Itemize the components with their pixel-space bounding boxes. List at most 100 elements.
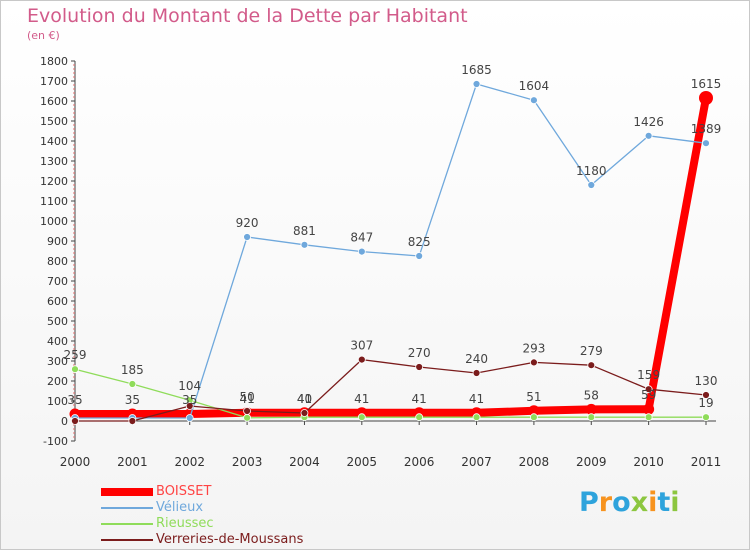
data-label-3: 270 (408, 346, 431, 360)
data-label-1: 920 (236, 216, 259, 230)
y-tick-label: 1400 (40, 135, 68, 148)
data-label-0: 35 (182, 393, 197, 407)
series-point-3 (644, 385, 653, 394)
data-label-0: 41 (469, 392, 484, 406)
legend-swatch (101, 507, 153, 509)
series-point-2 (71, 365, 79, 374)
x-tick-label: 2011 (691, 455, 722, 469)
data-label-2: 19 (698, 396, 713, 410)
data-label-3: 130 (695, 374, 718, 388)
y-tick-label: 1700 (40, 75, 68, 88)
series-point-2 (128, 380, 137, 388)
series-point-2 (702, 413, 710, 422)
data-label-0: 51 (526, 390, 541, 404)
y-tick-label: 1300 (40, 155, 68, 168)
series-point-1 (587, 181, 596, 189)
series-point-2 (357, 413, 366, 422)
x-tick-label: 2002 (174, 455, 205, 469)
legend-label: Vélieux (156, 500, 204, 515)
series-point-2 (472, 413, 481, 422)
data-label-0: 58 (584, 388, 599, 402)
y-tick-label: 0 (61, 415, 68, 428)
x-tick-label: 2006 (404, 455, 435, 469)
data-label-0: 41 (354, 392, 369, 406)
series-point-0 (528, 405, 540, 417)
data-label-0: 41 (412, 392, 427, 406)
series-point-3 (185, 402, 194, 410)
x-tick-label: 2000 (60, 455, 91, 469)
y-tick-label: 200 (47, 375, 68, 388)
series-point-3 (530, 358, 538, 367)
data-label-2: 104 (178, 379, 201, 393)
legend-swatch (101, 523, 153, 525)
series-point-3 (415, 363, 424, 371)
y-tick-label: -100 (43, 435, 68, 448)
series-point-1 (644, 131, 653, 140)
data-label-0: 35 (67, 393, 82, 407)
data-label-3: 307 (350, 339, 373, 353)
data-label-3: 159 (637, 368, 660, 382)
series-point-3 (128, 417, 137, 425)
data-label-0: 41 (239, 392, 254, 406)
data-label-2: 185 (121, 363, 144, 377)
x-tick-label: 2005 (347, 455, 378, 469)
y-tick-label: 1500 (40, 115, 68, 128)
y-tick-label: 1200 (40, 175, 68, 188)
logo-letter: t (657, 487, 671, 518)
y-tick-label: 1000 (40, 215, 68, 228)
series-point-1 (357, 247, 366, 256)
series-line-1 (74, 83, 707, 419)
data-label-3: 50 (239, 390, 254, 404)
series-line-2 (74, 368, 707, 419)
y-tick-label: 700 (47, 275, 68, 288)
data-label-0: 35 (125, 393, 140, 407)
series-point-3 (71, 417, 79, 425)
data-label-0: 1615 (691, 77, 722, 91)
y-tick-label: 500 (47, 315, 68, 328)
x-tick-label: 2001 (117, 455, 148, 469)
series-point-1 (185, 414, 194, 422)
x-tick-label: 2003 (232, 455, 263, 469)
data-label-0: 41 (297, 392, 312, 406)
logo-letter: o (612, 487, 631, 518)
data-label-1: 825 (408, 235, 431, 249)
series-point-1 (702, 139, 710, 148)
series-point-3 (472, 369, 481, 377)
logo-letter: i (670, 487, 680, 518)
series-point-1 (415, 252, 424, 260)
series-point-1 (243, 233, 251, 241)
series-line-3 (74, 358, 707, 422)
series-line-0 (71, 94, 710, 418)
y-tick-label: 1100 (40, 195, 68, 208)
logo-letter: r (598, 487, 613, 518)
data-label-0: 59 (641, 388, 656, 402)
y-tick-label: 400 (47, 335, 68, 348)
y-tick-label: 300 (47, 355, 68, 368)
x-tick-label: 2009 (576, 455, 607, 469)
logo-letter: i (648, 487, 658, 518)
series-point-1 (300, 240, 309, 249)
proxiti-logo: Proxiti (579, 487, 680, 518)
x-tick-label: 2004 (289, 455, 320, 469)
data-label-2: 259 (64, 348, 87, 362)
series-point-2 (415, 413, 424, 422)
series-point-2 (644, 413, 653, 422)
data-label-1: 1426 (633, 115, 664, 129)
series-point-3 (357, 355, 366, 364)
y-tick-label: 100 (47, 395, 68, 408)
data-label-3: 293 (522, 341, 545, 355)
series-point-3 (587, 361, 596, 370)
x-tick-label: 2007 (461, 455, 492, 469)
data-label-1: 1685 (461, 63, 492, 77)
series-point-3 (300, 409, 309, 417)
logo-letter: x (630, 487, 649, 518)
data-label-1: 881 (293, 224, 316, 238)
series-point-2 (243, 413, 251, 422)
series-point-1 (472, 80, 481, 88)
data-label-1: 1180 (576, 164, 607, 178)
y-tick-label: 1800 (40, 55, 68, 68)
legend-swatch (101, 488, 153, 496)
series-point-2 (587, 413, 596, 422)
